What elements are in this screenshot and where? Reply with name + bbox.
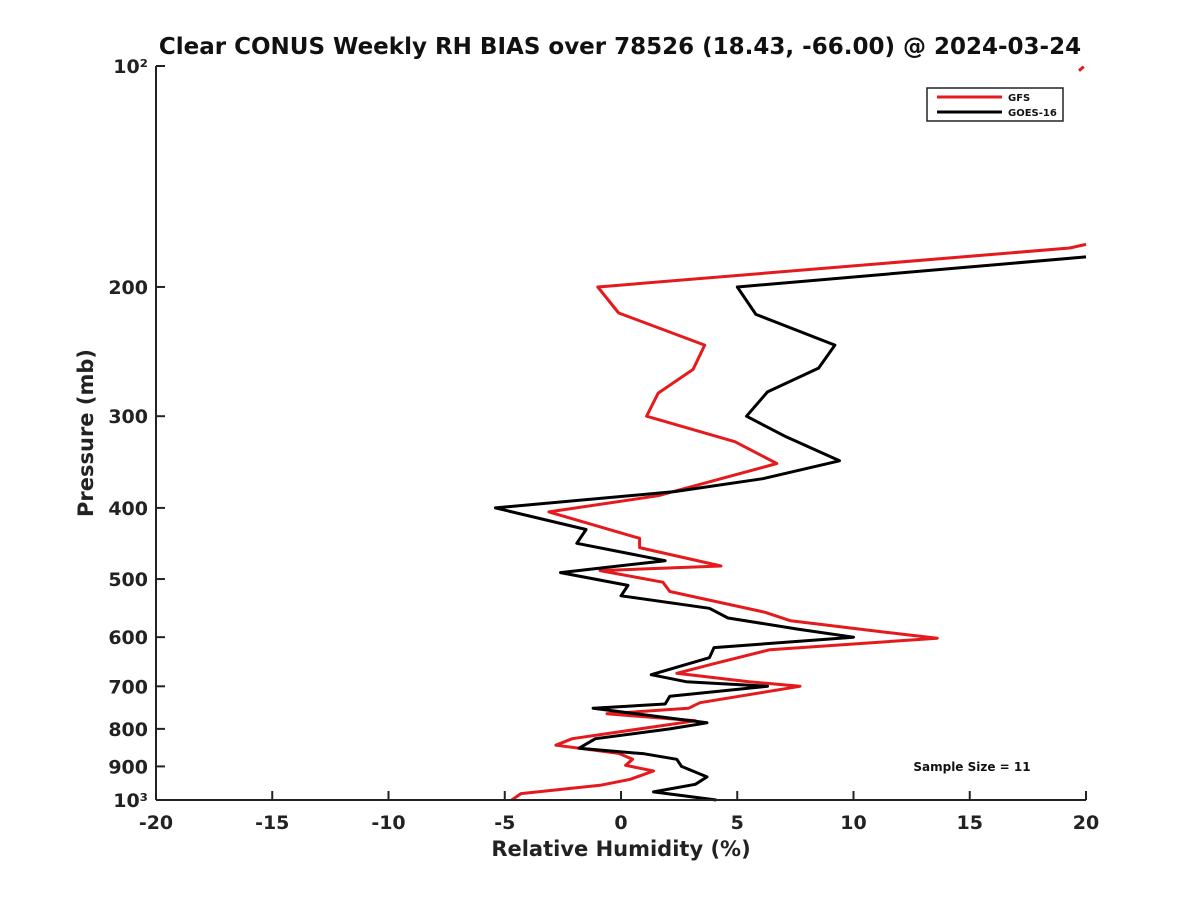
y-tick-label: 200 — [108, 277, 148, 299]
chart-title: Clear CONUS Weekly RH BIAS over 78526 (1… — [159, 34, 1081, 60]
x-tick-label: -5 — [494, 812, 515, 834]
series-line-1 — [493, 255, 1087, 802]
y-tick-label: 300 — [108, 406, 148, 428]
x-tick-label: 5 — [731, 812, 744, 834]
y-axis-label: Pressure (mb) — [74, 349, 98, 517]
x-tick-label: -10 — [371, 812, 405, 834]
x-tick-label: 15 — [957, 812, 983, 834]
y-tick-label: 400 — [108, 498, 148, 520]
y-tick-label: 700 — [108, 676, 148, 698]
x-tick-label: -20 — [139, 812, 173, 834]
y-tick-label: 600 — [108, 627, 148, 649]
legend-label: GOES-16 — [1008, 108, 1057, 119]
x-tick-label: -15 — [255, 812, 289, 834]
series-layer — [493, 65, 1087, 802]
legend-label: GFS — [1008, 93, 1030, 104]
legend: GFS GOES-16 — [926, 87, 1064, 122]
x-axis-label: Relative Humidity (%) — [491, 837, 750, 861]
y-tick-label: 900 — [108, 756, 148, 778]
ticks-layer: -20 -15 -10 -5 0 5 10 15 20 10² 200 300 400 500 600 700… — [108, 56, 1099, 834]
x-tick-label: 0 — [614, 812, 627, 834]
legend-entries: GFS GOES-16 — [937, 93, 1057, 119]
legend-box — [926, 87, 1064, 122]
sample-size-annotation: Sample Size = 11 — [913, 760, 1030, 774]
x-tick-label: 20 — [1073, 812, 1099, 834]
y-tick-label: 10² — [113, 56, 148, 78]
y-tick-label: 10³ — [113, 790, 148, 812]
y-tick-label: 500 — [108, 569, 148, 591]
y-tick-label: 800 — [108, 719, 148, 741]
series-line-2 — [1078, 65, 1085, 72]
series-line-0 — [510, 242, 1087, 802]
x-tick-label: 10 — [840, 812, 866, 834]
